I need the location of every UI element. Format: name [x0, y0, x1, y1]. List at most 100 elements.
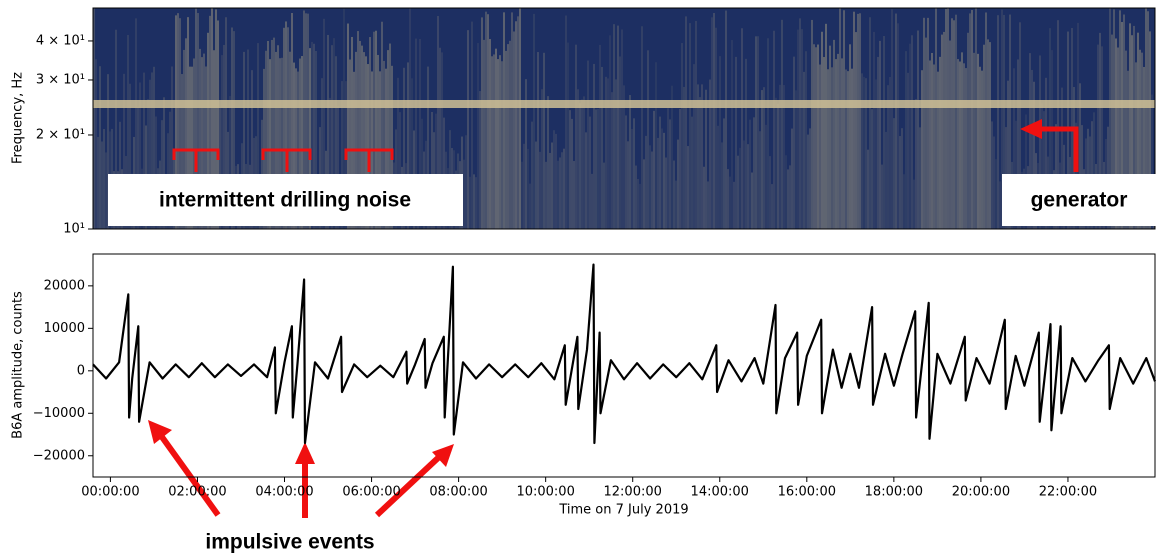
event-arrows — [159, 435, 441, 518]
spectrogram-texture — [529, 183, 531, 229]
spectrogram-texture — [903, 174, 905, 229]
spectrogram-texture — [625, 115, 627, 229]
y-axis-label: Frequency, Hz — [11, 72, 26, 164]
spectrogram-texture — [531, 121, 533, 229]
spectrogram-texture — [99, 66, 101, 230]
spectrogram-texture — [613, 24, 615, 230]
spectrogram-texture — [687, 146, 689, 229]
spectrogram-texture — [939, 56, 941, 229]
spectrogram-texture — [599, 44, 601, 229]
spectrogram-texture — [381, 21, 383, 229]
spectrogram-texture — [715, 27, 717, 229]
spectrogram-texture — [143, 72, 145, 229]
spectrogram-texture — [535, 141, 537, 229]
spectrogram-texture — [807, 134, 809, 229]
spectrogram-texture — [657, 137, 659, 229]
spectrogram-texture — [359, 40, 361, 230]
spectrogram-texture — [653, 110, 655, 229]
spectrogram-texture — [777, 103, 779, 229]
spectrogram-texture — [945, 8, 947, 230]
spectrogram-texture — [275, 51, 277, 229]
spectrogram-texture — [229, 96, 231, 229]
spectrogram-texture — [95, 59, 97, 229]
spectrogram-texture — [937, 71, 939, 230]
x-tick-label: 20:00:00 — [952, 485, 1010, 500]
spectrogram-texture — [895, 13, 897, 230]
spectrogram-texture — [563, 148, 565, 229]
spectrogram-texture — [211, 8, 213, 229]
spectrogram-texture — [607, 78, 609, 229]
spectrogram-texture — [407, 62, 409, 229]
spectrogram-texture — [287, 27, 289, 229]
spectrogram-texture — [349, 59, 351, 229]
spectrogram-texture — [881, 164, 883, 229]
spectrogram-texture — [633, 118, 635, 229]
spectrogram-texture — [391, 65, 393, 230]
spectrogram-texture — [683, 86, 685, 229]
spectrogram-texture — [1139, 49, 1141, 230]
spectrogram-texture — [649, 145, 651, 229]
spectrogram-texture — [901, 128, 903, 229]
spectrogram-texture — [619, 56, 621, 229]
spectrogram-texture — [781, 19, 783, 229]
y-tick-label: 0 — [77, 363, 85, 378]
spectrogram-texture — [299, 58, 301, 229]
spectrogram-texture — [863, 76, 865, 230]
y-tick-label: −20000 — [33, 448, 85, 463]
spectrogram-texture — [403, 67, 405, 229]
spectrogram-texture — [1019, 22, 1021, 229]
spectrogram-texture — [643, 159, 645, 229]
spectrogram-texture — [949, 40, 951, 230]
spectrogram-texture — [1129, 23, 1131, 229]
spectrogram-texture — [957, 59, 959, 229]
spectrogram-texture — [713, 13, 715, 230]
spectrogram-texture — [723, 118, 725, 229]
spectrogram-texture — [823, 57, 825, 229]
spectrogram-texture — [821, 31, 823, 229]
spectrogram-texture — [137, 107, 139, 229]
spectrogram-texture — [983, 44, 985, 230]
spectrogram-texture — [747, 144, 749, 229]
spectrogram-texture — [621, 29, 623, 229]
spectrogram-texture — [827, 69, 829, 229]
spectrogram-texture — [1141, 52, 1143, 229]
spectrogram-texture — [251, 70, 253, 229]
spectrogram-texture — [865, 78, 867, 229]
spectrogram-texture — [953, 20, 955, 230]
spectrogram-texture — [175, 15, 177, 230]
spectrogram-texture — [321, 78, 323, 230]
spectrogram-texture — [997, 15, 999, 229]
spectrogram-texture — [561, 152, 563, 229]
spectrogram-texture — [191, 66, 193, 229]
spectrogram-texture — [571, 118, 573, 229]
spectrogram-texture — [435, 113, 437, 229]
spectrogram-texture — [217, 20, 219, 230]
spectrogram-texture — [841, 58, 843, 229]
spectrogram-texture — [505, 50, 507, 230]
spectrogram-texture — [573, 161, 575, 229]
spectrogram-texture — [151, 72, 153, 229]
spectrogram-texture — [333, 38, 335, 229]
spectrogram-texture — [1009, 14, 1011, 230]
spectrogram-texture — [1127, 70, 1129, 229]
spectrogram-texture — [1099, 32, 1101, 229]
spectrogram-texture — [419, 38, 421, 229]
spectrogram-texture — [411, 78, 413, 229]
spectrogram-texture — [499, 55, 501, 229]
spectrogram-texture — [207, 32, 209, 229]
spectrogram-texture — [257, 43, 259, 229]
spectrogram-texture — [731, 40, 733, 230]
spectrogram-texture — [907, 72, 909, 229]
spectrogram-texture — [665, 157, 667, 229]
spectrogram-texture — [685, 16, 687, 229]
spectrogram-texture — [969, 13, 971, 229]
y-tick-label: 3 × 10¹ — [36, 72, 85, 87]
spectrogram-texture — [469, 176, 471, 229]
spectrogram-texture — [541, 89, 543, 229]
spectrogram-texture — [243, 51, 245, 229]
spectrogram-texture — [911, 35, 913, 230]
spectrogram-texture — [1007, 80, 1009, 229]
spectrogram-texture — [719, 56, 721, 229]
spectrogram-texture — [171, 66, 173, 230]
spectrogram-texture — [1113, 9, 1115, 229]
